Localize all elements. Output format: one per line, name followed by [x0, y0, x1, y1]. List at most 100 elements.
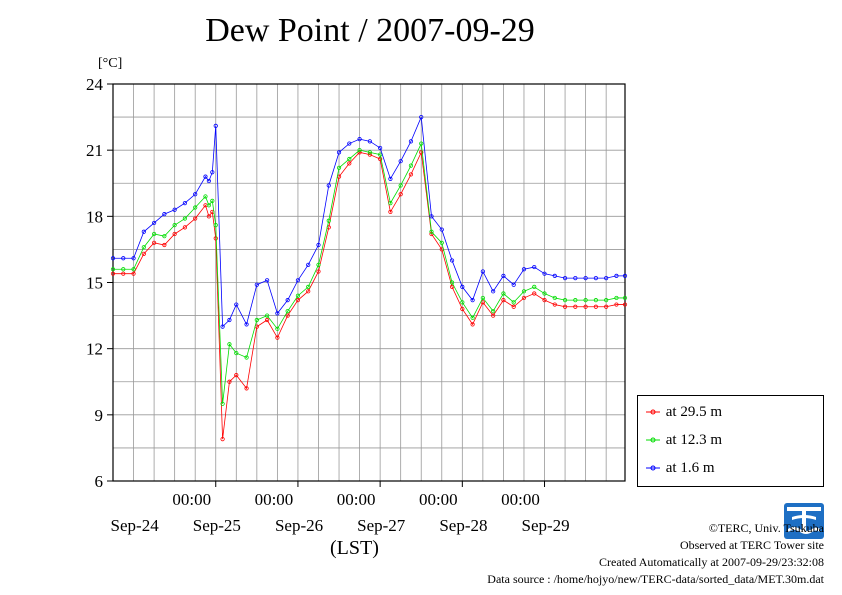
data-point: [367, 152, 372, 157]
data-point: [511, 282, 516, 287]
data-point: [511, 304, 516, 309]
data-point: [275, 326, 280, 331]
data-point: [583, 275, 588, 281]
data-point: [244, 386, 249, 391]
data-point: [398, 183, 403, 188]
data-point: [275, 335, 280, 340]
data-point: [326, 183, 331, 188]
data-point: [213, 123, 218, 129]
data-point: [151, 231, 157, 237]
data-point: [172, 231, 177, 237]
data-point: [357, 148, 362, 153]
data-point: [552, 273, 557, 278]
data-point: [172, 207, 177, 212]
data-point: [193, 192, 198, 197]
data-point: [131, 271, 136, 276]
data-point: [206, 203, 211, 208]
data-point: [470, 298, 475, 303]
data-point: [193, 216, 198, 221]
y-tick-label: 6: [95, 472, 104, 491]
data-point: [121, 256, 126, 261]
data-point: [285, 298, 290, 303]
data-point: [306, 262, 311, 267]
data-point: [316, 242, 321, 248]
data-point: [470, 322, 475, 327]
data-point: [573, 304, 578, 309]
y-tick-label: 9: [95, 406, 104, 425]
data-point: [583, 304, 588, 309]
series-lines: [110, 114, 628, 442]
data-point: [347, 161, 352, 166]
x-axis-label: (LST): [330, 537, 379, 559]
tick-labels: 6 9 12 15 18 21 24 00:00 00:00 00:00 00:00 00:00 Sep…: [86, 75, 570, 535]
data-point: [542, 271, 547, 276]
data-point: [265, 313, 270, 318]
data-point: [220, 436, 225, 442]
x-date-label: Sep-24: [111, 516, 160, 535]
data-point: [501, 291, 506, 296]
data-point: [449, 280, 455, 285]
data-point: [480, 300, 485, 305]
data-point: [480, 295, 485, 301]
data-point: [398, 192, 403, 197]
data-point: [501, 298, 506, 303]
data-point: [604, 298, 609, 303]
data-point: [408, 139, 414, 144]
data-point: [110, 267, 116, 272]
data-point: [141, 251, 146, 256]
data-point: [491, 309, 496, 314]
data-point: [151, 220, 157, 226]
data-point: [378, 156, 383, 162]
series-line: [113, 150, 625, 440]
data-point: [213, 223, 218, 228]
legend-item-29-5m: at 29.5 m: [646, 402, 722, 422]
data-point: [614, 273, 619, 278]
data-point: [234, 373, 239, 378]
legend: at 29.5 m at 12.3 m at 1.6 m: [637, 395, 824, 487]
data-point: [419, 141, 424, 146]
data-point: [234, 350, 239, 356]
data-point: [295, 298, 301, 303]
data-point: [604, 304, 609, 309]
data-point: [614, 295, 619, 301]
data-point: [193, 205, 198, 210]
data-point: [210, 170, 215, 175]
data-point: [583, 298, 588, 303]
data-point: [622, 273, 628, 278]
data-point: [388, 201, 393, 206]
x-time-label: 00:00: [172, 490, 211, 509]
observed-text: Observed at TERC Tower site: [679, 538, 824, 552]
data-point: [151, 240, 157, 245]
data-point: [460, 300, 465, 305]
data-point: [203, 194, 208, 199]
data-point: [552, 302, 557, 307]
data-point: [182, 201, 188, 206]
data-point: [521, 267, 527, 272]
data-point: [141, 245, 146, 250]
data-point: [326, 218, 331, 223]
credits-block: ©TERC, Univ. Tsukuba Observed at TERC To…: [487, 520, 824, 588]
data-point: [604, 275, 609, 281]
x-date-label: Sep-26: [275, 516, 323, 535]
data-point: [316, 262, 321, 267]
data-point: [285, 313, 290, 318]
data-point: [121, 267, 126, 272]
chart-title: Dew Point / 2007-09-29: [205, 12, 535, 49]
data-point: [285, 309, 290, 314]
data-point: [398, 159, 403, 164]
data-point: [408, 172, 414, 177]
y-tick-label: 15: [86, 274, 103, 293]
data-point: [110, 271, 116, 276]
data-point: [388, 176, 393, 181]
data-point: [562, 275, 568, 281]
grid-lines: [113, 84, 625, 481]
data-point: [244, 355, 249, 360]
data-point: [614, 302, 619, 307]
data-point: [367, 150, 372, 155]
data-point: [227, 379, 232, 384]
legend-label: at 29.5 m: [665, 404, 722, 420]
data-point: [336, 165, 342, 170]
data-point: [449, 284, 455, 290]
data-point: [227, 342, 232, 347]
